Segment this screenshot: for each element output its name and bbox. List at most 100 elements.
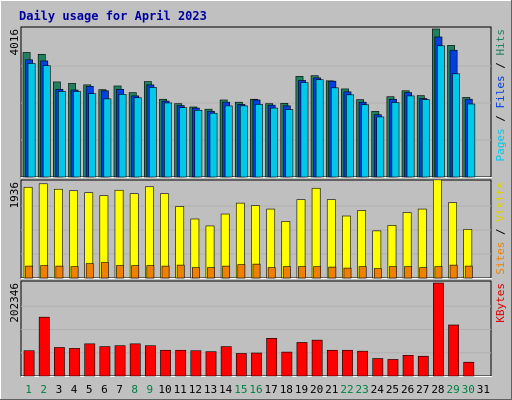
x-tick-label-9: 9 xyxy=(147,383,154,396)
x-tick-label-14: 14 xyxy=(219,383,233,396)
bar-middle-sites-day-28 xyxy=(434,266,443,279)
panel-top: 4016 Pages / Files / Hits xyxy=(8,26,507,178)
panel-middle: 1936 Sites / Visits xyxy=(8,179,507,279)
panel-bottom-legend: KBytes xyxy=(494,283,507,323)
bar-middle-visits-day-4 xyxy=(69,190,78,279)
bar-top-pages-day-3 xyxy=(58,91,66,178)
bar-bottom-kbytes-day-24 xyxy=(372,358,384,377)
x-tick-label-8: 8 xyxy=(131,383,138,396)
bar-bottom-kbytes-day-4 xyxy=(69,348,80,377)
bar-top-pages-day-18 xyxy=(285,109,294,178)
bar-middle-sites-day-18 xyxy=(282,266,291,279)
bar-top-pages-day-20 xyxy=(315,79,324,178)
bar-bottom-kbytes-day-21 xyxy=(326,349,338,377)
legend-part-0: Pages xyxy=(494,128,507,161)
bar-middle-sites-day-1 xyxy=(25,265,33,279)
bar-middle-sites-day-7 xyxy=(116,265,124,279)
bar-bottom-kbytes-day-13 xyxy=(205,351,217,377)
bar-middle-sites-day-8 xyxy=(131,265,140,279)
x-tick-label-4: 4 xyxy=(71,383,78,396)
bar-middle-sites-day-11 xyxy=(176,264,185,279)
x-tick-label-29: 29 xyxy=(446,383,459,396)
bar-top-pages-day-23 xyxy=(361,104,370,178)
bar-middle-sites-day-4 xyxy=(70,266,79,279)
bar-middle-sites-day-2 xyxy=(40,265,49,279)
bar-middle-sites-day-12 xyxy=(191,267,200,279)
panel-bottom: 202346 KBytes xyxy=(8,280,507,377)
bar-bottom-kbytes-day-23 xyxy=(357,350,369,377)
bar-top-pages-day-4 xyxy=(73,91,81,178)
bar-bottom-kbytes-day-6 xyxy=(99,346,111,377)
panel-top-ymax-label: 4016 xyxy=(8,29,21,56)
x-tick-label-13: 13 xyxy=(204,383,217,396)
bar-middle-sites-day-3 xyxy=(55,265,64,279)
legend-part-3: / xyxy=(494,56,507,76)
bar-middle-sites-day-13 xyxy=(207,267,215,279)
x-tick-label-21: 21 xyxy=(325,383,338,396)
bar-middle-visits-day-10 xyxy=(160,193,169,279)
legend-part-0: Sites xyxy=(494,242,507,275)
bar-bottom-kbytes-day-20 xyxy=(311,339,323,377)
x-tick-label-20: 20 xyxy=(310,383,323,396)
bar-middle-visits-day-7 xyxy=(114,189,124,279)
bar-top-pages-day-26 xyxy=(406,95,415,178)
x-tick-label-12: 12 xyxy=(189,383,202,396)
bar-middle-visits-day-1 xyxy=(23,186,33,279)
bar-bottom-kbytes-day-2 xyxy=(38,316,50,377)
bar-middle-sites-day-14 xyxy=(222,265,231,279)
bar-middle-sites-day-17 xyxy=(267,267,276,279)
bar-top-pages-day-13 xyxy=(209,112,218,178)
bar-middle-sites-day-15 xyxy=(237,264,246,279)
bar-bottom-kbytes-day-8 xyxy=(129,343,141,377)
panel-bottom-ymax-label: 202346 xyxy=(8,283,21,323)
bar-middle-sites-day-26 xyxy=(404,266,412,279)
x-tick-label-17: 17 xyxy=(265,383,278,396)
bar-middle-sites-day-23 xyxy=(358,266,367,279)
bar-top-pages-day-14 xyxy=(224,105,233,178)
x-tick-label-25: 25 xyxy=(386,383,399,396)
bar-bottom-kbytes-day-30 xyxy=(463,361,475,377)
bar-bottom-kbytes-day-14 xyxy=(220,346,232,377)
chart-title: Daily usage for April 2023 xyxy=(19,9,207,23)
x-tick-label-2: 2 xyxy=(40,383,47,396)
bar-top-pages-day-29 xyxy=(452,73,460,178)
bar-middle-sites-day-20 xyxy=(313,266,322,279)
legend-part-2: Visits xyxy=(494,182,507,222)
bar-bottom-kbytes-day-17 xyxy=(266,338,278,377)
x-tick-label-5: 5 xyxy=(86,383,93,396)
bar-bottom-kbytes-day-3 xyxy=(54,347,65,377)
panel-middle-ymax-label: 1936 xyxy=(8,182,21,209)
bar-middle-sites-day-19 xyxy=(298,266,306,279)
x-tick-label-28: 28 xyxy=(431,383,444,396)
x-tick-label-22: 22 xyxy=(340,383,353,396)
bar-middle-sites-day-6 xyxy=(101,262,109,279)
x-tick-label-15: 15 xyxy=(234,383,247,396)
bar-top-pages-day-5 xyxy=(88,93,97,178)
bar-top-pages-day-2 xyxy=(42,65,51,178)
bar-top-pages-day-21 xyxy=(330,87,339,178)
x-tick-label-16: 16 xyxy=(249,383,262,396)
legend-part-4: Hits xyxy=(494,29,507,56)
bar-middle-sites-day-9 xyxy=(146,265,155,279)
bar-bottom-kbytes-day-7 xyxy=(114,345,126,377)
bar-top-pages-day-30 xyxy=(467,103,476,178)
legend-part-1: / xyxy=(494,222,507,242)
bar-top-pages-day-6 xyxy=(103,98,112,178)
bar-bottom-kbytes-day-22 xyxy=(342,349,353,377)
bar-middle-sites-day-29 xyxy=(449,264,458,279)
bar-bottom-kbytes-day-12 xyxy=(190,350,202,377)
x-tick-label-30: 30 xyxy=(462,383,475,396)
bar-bottom-kbytes-day-11 xyxy=(175,349,187,377)
bar-bottom-kbytes-day-16 xyxy=(251,352,262,377)
panel-middle-legend: Sites / Visits xyxy=(494,182,507,275)
bar-middle-sites-day-16 xyxy=(252,263,261,279)
bar-middle-sites-day-10 xyxy=(161,265,170,279)
x-tick-label-6: 6 xyxy=(101,383,108,396)
bar-bottom-kbytes-day-29 xyxy=(448,324,459,377)
panel-top-legend: Pages / Files / Hits xyxy=(494,29,507,162)
x-tick-label-31: 31 xyxy=(477,383,490,396)
bar-bottom-kbytes-day-10 xyxy=(160,349,171,377)
x-tick-label-11: 11 xyxy=(174,383,187,396)
bar-bottom-kbytes-day-25 xyxy=(387,359,399,377)
